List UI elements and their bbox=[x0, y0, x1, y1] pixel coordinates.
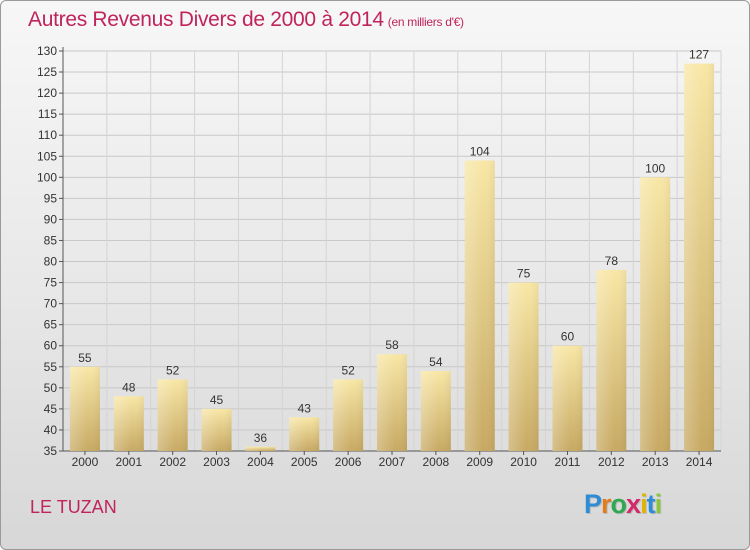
logo-letter: i bbox=[654, 489, 662, 519]
y-tick-label: 130 bbox=[37, 44, 57, 58]
logo-letter: P bbox=[584, 489, 602, 519]
bar-shade-2003 bbox=[201, 408, 232, 451]
y-tick-label: 85 bbox=[44, 233, 58, 247]
value-label: 104 bbox=[470, 144, 490, 158]
bars bbox=[69, 63, 715, 451]
x-tick-label: 2014 bbox=[686, 455, 713, 469]
x-tick-label: 2001 bbox=[115, 455, 142, 469]
x-tick-label: 2007 bbox=[379, 455, 406, 469]
bar-shade-2000 bbox=[69, 366, 100, 451]
x-tick-label: 2005 bbox=[291, 455, 318, 469]
x-tick-label: 2002 bbox=[159, 455, 186, 469]
bar-shade-2005 bbox=[289, 417, 320, 451]
value-label: 55 bbox=[78, 351, 92, 365]
y-tick-label: 45 bbox=[44, 402, 58, 416]
bar-shade-2001 bbox=[113, 396, 144, 451]
bar-shade-2014 bbox=[684, 63, 715, 451]
bar-shade-2007 bbox=[377, 354, 407, 451]
value-label: 43 bbox=[298, 401, 312, 415]
bar-shade-2011 bbox=[552, 345, 583, 451]
value-label: 54 bbox=[429, 355, 443, 369]
y-tick-label: 70 bbox=[44, 297, 58, 311]
y-tick-label: 75 bbox=[44, 276, 58, 290]
value-label: 100 bbox=[645, 161, 665, 175]
value-label: 48 bbox=[122, 380, 136, 394]
value-label: 52 bbox=[341, 363, 355, 377]
x-tick-label: 2006 bbox=[335, 455, 362, 469]
bar-shade-2008 bbox=[420, 371, 451, 451]
value-label: 52 bbox=[166, 363, 180, 377]
value-label: 78 bbox=[605, 254, 619, 268]
y-tick-label: 55 bbox=[44, 360, 58, 374]
chart-title: Autres Revenus Divers de 2000 à 2014 (en … bbox=[28, 8, 464, 32]
y-tick-label: 110 bbox=[38, 128, 57, 142]
bar-shade-2006 bbox=[333, 379, 364, 451]
value-label: 127 bbox=[689, 48, 709, 62]
bar-shade-2004 bbox=[245, 446, 276, 451]
bar-shade-2010 bbox=[508, 282, 539, 451]
x-tick-label: 2008 bbox=[423, 455, 450, 469]
bar-shade-2002 bbox=[157, 379, 188, 451]
logo-letter: r bbox=[601, 489, 611, 519]
x-tick-label: 2004 bbox=[247, 455, 274, 469]
axes: 35 40 45 50 55 60 65 70 75 80 85 90 95 100 105 110 115 12… bbox=[37, 44, 721, 469]
logo-letter: t bbox=[646, 489, 656, 519]
y-tick-label: 95 bbox=[44, 191, 58, 205]
logo-letter: i bbox=[640, 489, 647, 519]
y-tick-label: 90 bbox=[44, 212, 58, 226]
x-tick-label: 2012 bbox=[598, 455, 625, 469]
bar-shade-2009 bbox=[464, 160, 495, 451]
y-tick-label: 35 bbox=[44, 444, 58, 458]
bar-shade-2012 bbox=[596, 269, 627, 451]
title-text: Autres Revenus Divers de 2000 à 2014 bbox=[28, 8, 384, 31]
y-tick-label: 105 bbox=[37, 149, 57, 163]
x-tick-label: 2010 bbox=[510, 455, 537, 469]
y-tick-label: 40 bbox=[44, 423, 58, 437]
value-label: 60 bbox=[561, 330, 575, 344]
y-tick-label: 115 bbox=[38, 107, 57, 121]
y-tick-label: 50 bbox=[44, 381, 58, 395]
x-tick-label: 2011 bbox=[555, 455, 581, 469]
logo-letter: x bbox=[626, 489, 641, 519]
value-label: 36 bbox=[254, 431, 268, 445]
y-tick-label: 60 bbox=[44, 339, 58, 353]
x-tick-label: 2013 bbox=[642, 455, 669, 469]
location-label: LE TUZAN bbox=[30, 497, 117, 517]
value-label: 45 bbox=[210, 393, 224, 407]
unit-note: (en milliers d'€) bbox=[387, 15, 464, 29]
x-tick-label: 2000 bbox=[72, 455, 99, 469]
y-tick-label: 100 bbox=[37, 170, 57, 184]
y-tick-label: 65 bbox=[44, 318, 58, 332]
data-labels: 55 48 52 45 36 43 52 58 54 104 75 60 78 100 127 bbox=[78, 48, 709, 445]
y-tick-label: 120 bbox=[37, 86, 57, 100]
bar-shade-2013 bbox=[640, 177, 671, 451]
value-label: 75 bbox=[517, 267, 531, 281]
y-tick-label: 125 bbox=[37, 65, 57, 79]
y-tick-label: 80 bbox=[44, 255, 58, 269]
logo-letter: o bbox=[610, 489, 627, 519]
x-tick-label: 2009 bbox=[466, 455, 493, 469]
value-label: 58 bbox=[385, 338, 399, 352]
proxiti-logo: Proxiti bbox=[584, 489, 662, 520]
x-tick-label: 2003 bbox=[203, 455, 230, 469]
